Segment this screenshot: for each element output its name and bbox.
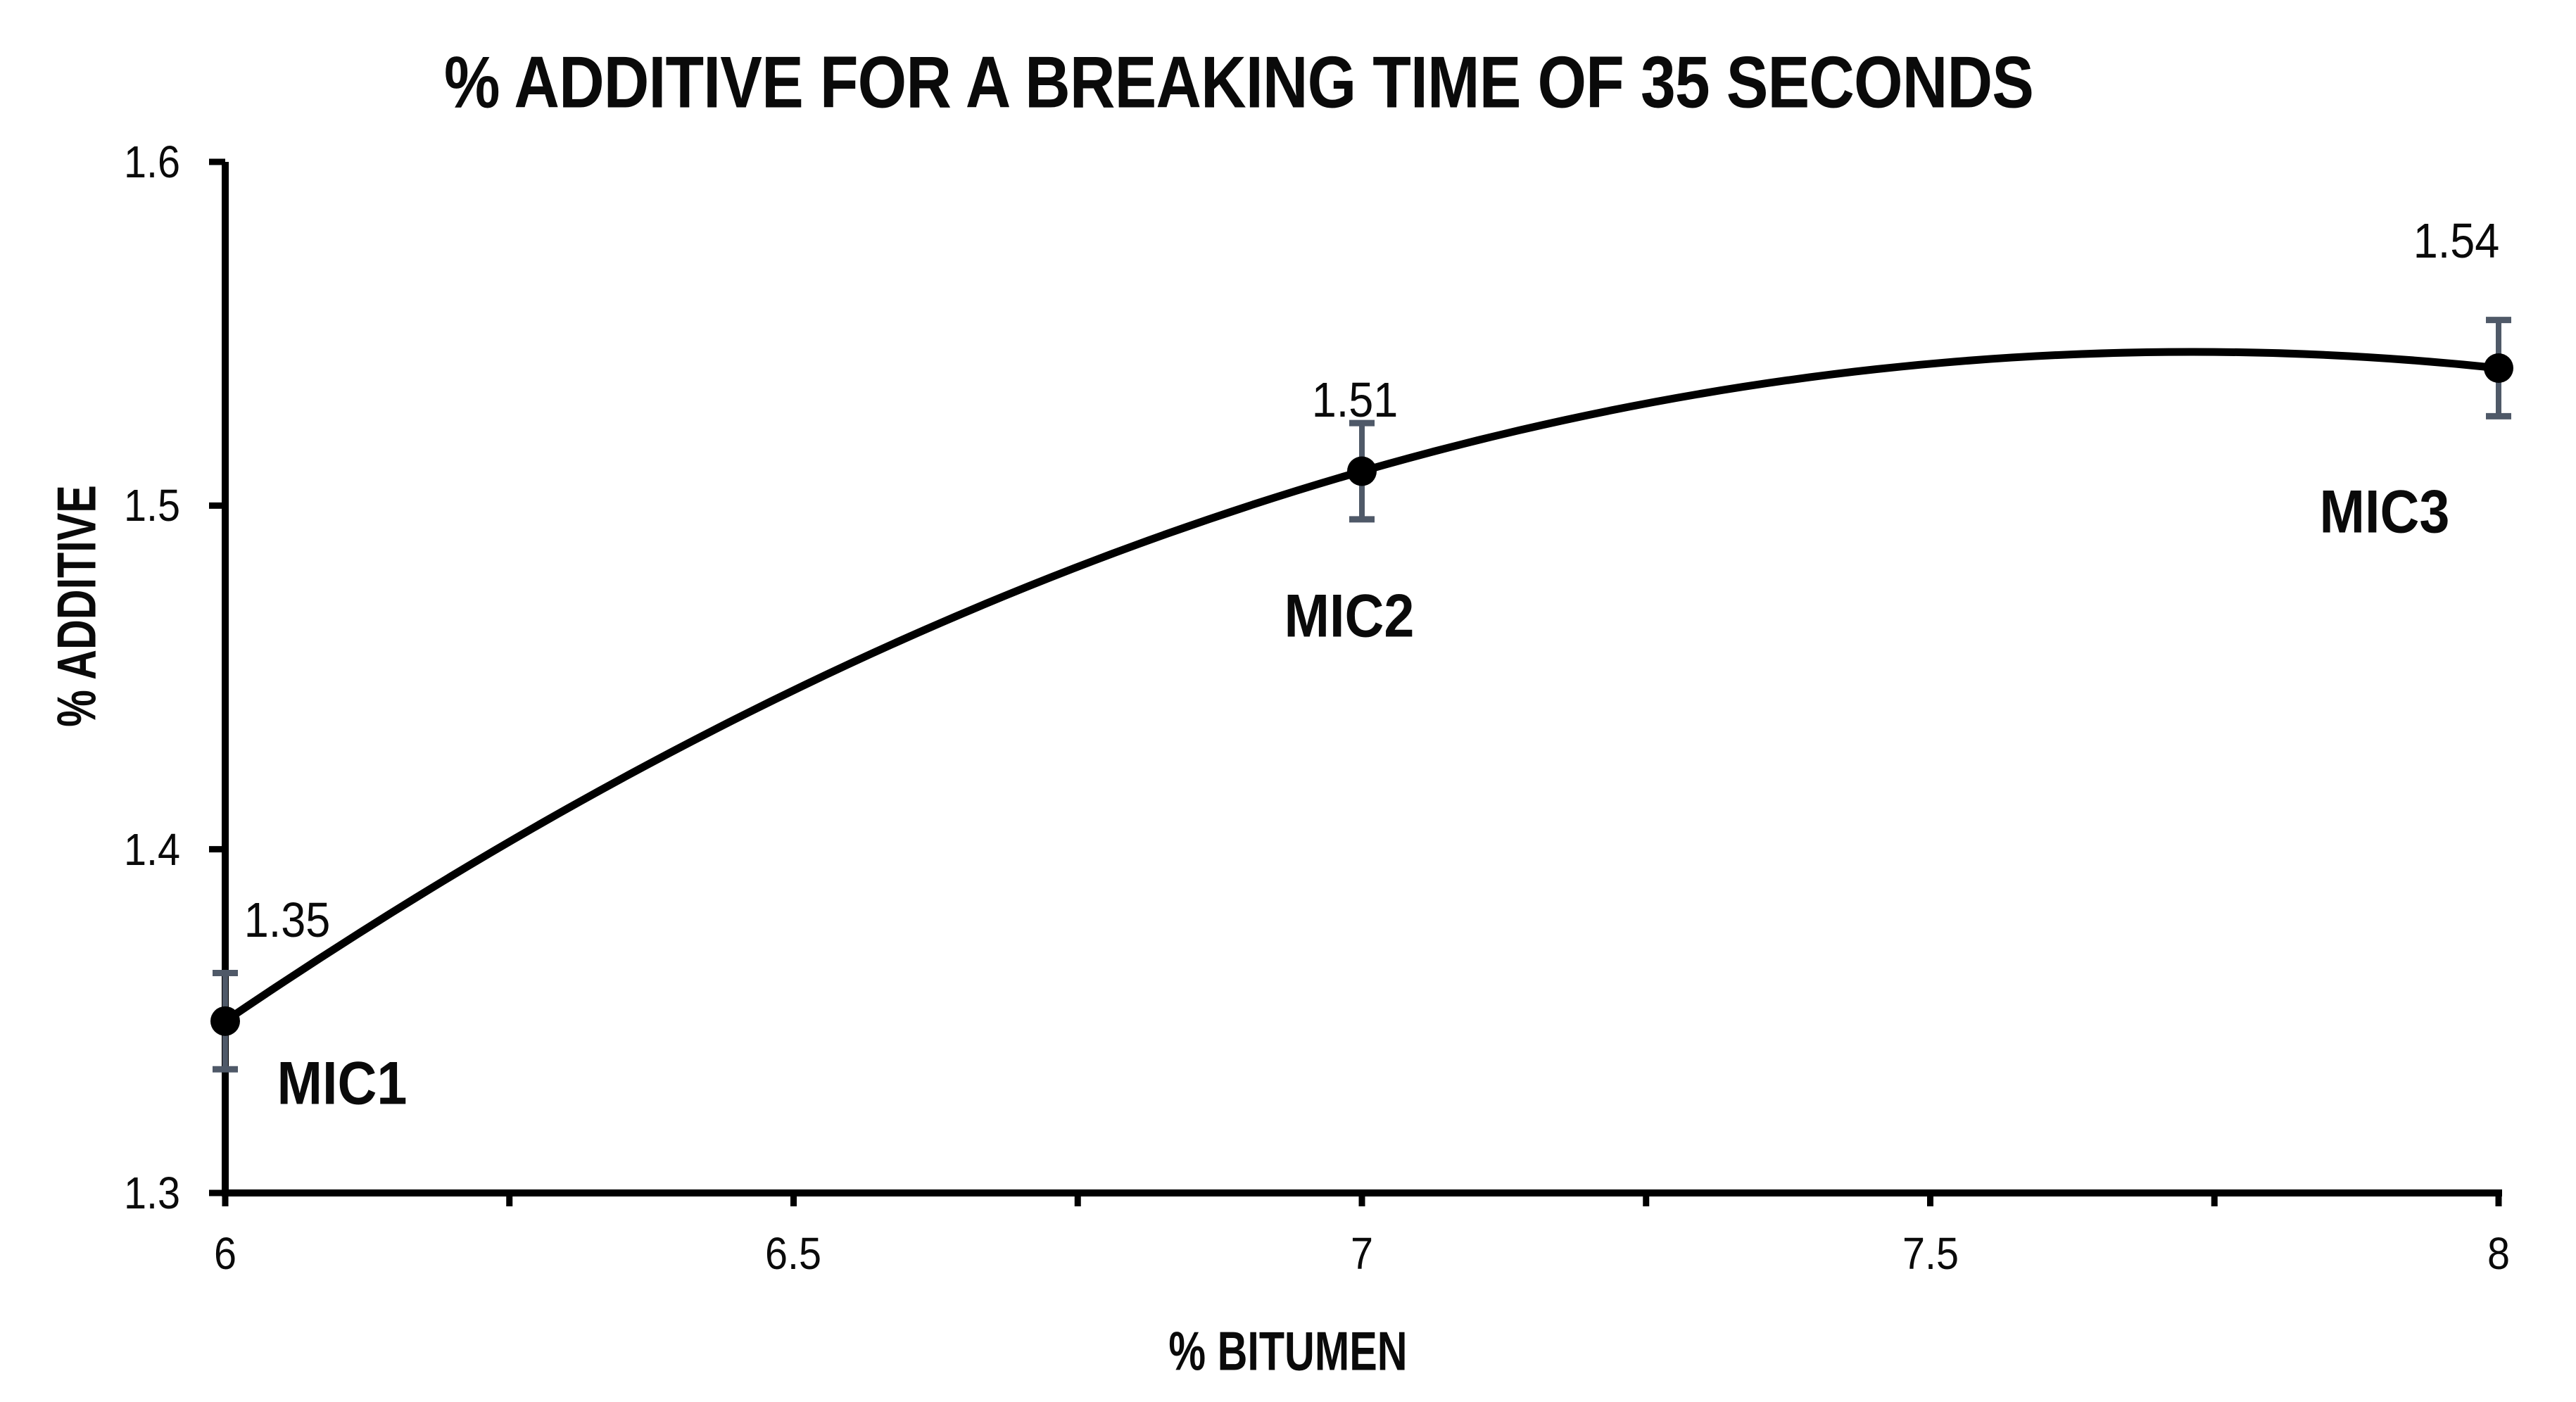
x-tick-label-7: 7: [1350, 1228, 1374, 1279]
y-tick-label-1-4: 1.4: [123, 824, 181, 875]
point-value-label-mic3: 1.54: [2413, 213, 2500, 268]
point-name-mic1: MIC1: [277, 1049, 408, 1118]
data-point-mic3: [2484, 353, 2513, 383]
data-point-mic2: [1347, 456, 1377, 486]
x-tick-label-6-5: 6.5: [764, 1228, 822, 1279]
data-point-mic1: [210, 1006, 240, 1036]
x-tick-label-6: 6: [213, 1228, 237, 1279]
x-tick-label-8: 8: [2487, 1228, 2511, 1279]
point-value-label-mic2: 1.51: [1311, 372, 1399, 427]
y-tick-label-1-5: 1.5: [123, 480, 181, 531]
point-name-mic2: MIC2: [1284, 582, 1415, 650]
point-value-label-mic1: 1.35: [244, 892, 331, 947]
chart-title: % ADDITIVE FOR A BREAKING TIME OF 35 SEC…: [444, 42, 2034, 124]
x-tick-label-7-5: 7.5: [1902, 1228, 1959, 1279]
y-axis-title: % ADDITIVE: [45, 485, 108, 727]
y-tick-label-1-6: 1.6: [123, 137, 181, 187]
point-name-mic3: MIC3: [2319, 478, 2450, 546]
y-tick-label-1-3: 1.3: [123, 1168, 181, 1218]
x-axis-title: % BITUMEN: [1168, 1320, 1408, 1382]
